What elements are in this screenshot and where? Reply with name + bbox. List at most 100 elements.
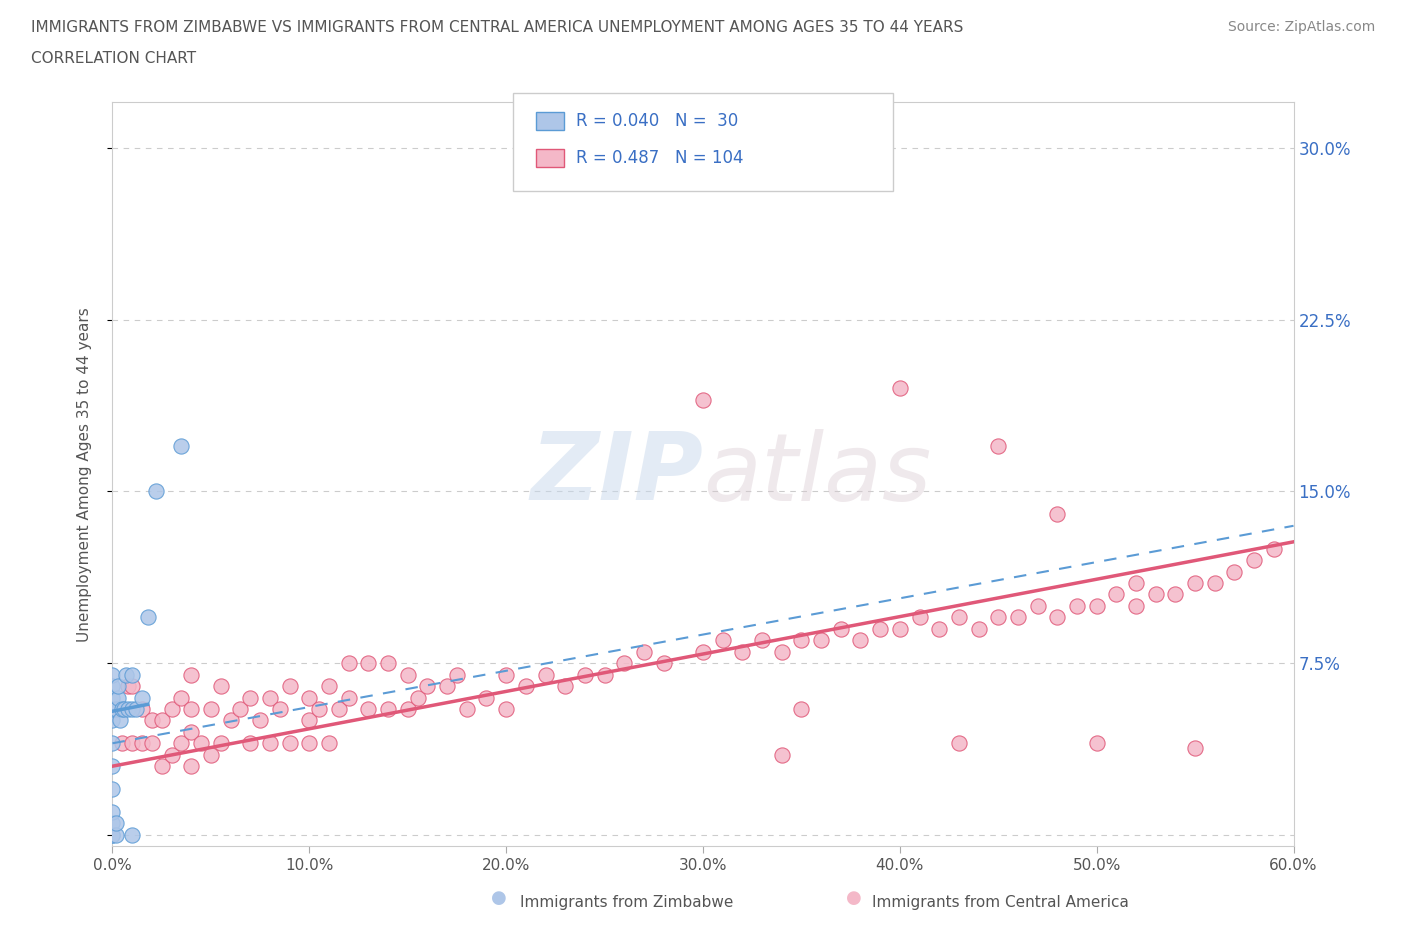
- Point: [1046, 507, 1069, 522]
- Point: [249, 713, 271, 728]
- Point: [229, 701, 252, 716]
- Text: R = 0.487   N = 104: R = 0.487 N = 104: [576, 149, 744, 167]
- Point: [328, 701, 350, 716]
- Point: [830, 621, 852, 636]
- Point: [446, 667, 468, 682]
- Point: [209, 736, 232, 751]
- Point: [136, 610, 159, 625]
- Point: [396, 701, 419, 716]
- Point: [121, 667, 143, 682]
- Text: IMMIGRANTS FROM ZIMBABWE VS IMMIGRANTS FROM CENTRAL AMERICA UNEMPLOYMENT AMONG A: IMMIGRANTS FROM ZIMBABWE VS IMMIGRANTS F…: [31, 20, 963, 35]
- Point: [534, 667, 557, 682]
- Point: [101, 816, 124, 830]
- Point: [1243, 552, 1265, 567]
- Point: [101, 667, 124, 682]
- Point: [105, 816, 128, 830]
- Point: [377, 701, 399, 716]
- Point: [1046, 610, 1069, 625]
- Point: [928, 621, 950, 636]
- Point: [141, 713, 163, 728]
- Point: [101, 679, 124, 694]
- Point: [357, 656, 380, 671]
- Point: [141, 736, 163, 751]
- Point: [200, 748, 222, 763]
- Point: [101, 828, 124, 843]
- Point: [298, 736, 321, 751]
- Point: [131, 701, 153, 716]
- Text: R = 0.040   N =  30: R = 0.040 N = 30: [576, 112, 738, 130]
- Point: [1164, 587, 1187, 602]
- Point: [948, 736, 970, 751]
- Point: [239, 736, 262, 751]
- Point: [101, 759, 124, 774]
- Point: [101, 690, 124, 705]
- Point: [475, 690, 498, 705]
- Point: [107, 679, 129, 694]
- Point: [692, 644, 714, 659]
- Point: [101, 736, 124, 751]
- Point: [239, 690, 262, 705]
- Point: [105, 701, 128, 716]
- Point: [190, 736, 212, 751]
- Point: [770, 644, 793, 659]
- Point: [110, 713, 132, 728]
- Y-axis label: Unemployment Among Ages 35 to 44 years: Unemployment Among Ages 35 to 44 years: [77, 307, 91, 642]
- Point: [112, 701, 135, 716]
- Text: ZIP: ZIP: [530, 429, 703, 520]
- Point: [150, 759, 173, 774]
- Text: Source: ZipAtlas.com: Source: ZipAtlas.com: [1227, 20, 1375, 34]
- Point: [259, 736, 281, 751]
- Point: [633, 644, 655, 659]
- Point: [1184, 740, 1206, 755]
- Point: [180, 667, 202, 682]
- Point: [554, 679, 576, 694]
- Point: [1125, 576, 1147, 591]
- Point: [1085, 736, 1108, 751]
- Point: [131, 736, 153, 751]
- Point: [219, 713, 242, 728]
- Point: [318, 736, 340, 751]
- Point: [105, 828, 128, 843]
- Point: [160, 701, 183, 716]
- Point: [298, 690, 321, 705]
- Point: [396, 667, 419, 682]
- Point: [121, 701, 143, 716]
- Point: [101, 701, 124, 716]
- Point: [278, 736, 301, 751]
- Point: [101, 828, 124, 843]
- Point: [1263, 541, 1285, 556]
- Point: [1105, 587, 1128, 602]
- Point: [1204, 576, 1226, 591]
- Point: [751, 632, 773, 647]
- Point: [170, 438, 193, 453]
- Point: [115, 667, 138, 682]
- Point: [209, 679, 232, 694]
- Point: [495, 701, 517, 716]
- Point: [337, 656, 360, 671]
- Point: [731, 644, 754, 659]
- Point: [160, 748, 183, 763]
- Text: ●: ●: [845, 889, 862, 908]
- Point: [131, 690, 153, 705]
- Point: [101, 713, 124, 728]
- Point: [987, 438, 1010, 453]
- Point: [357, 701, 380, 716]
- Point: [436, 679, 458, 694]
- Point: [593, 667, 616, 682]
- Point: [1026, 599, 1049, 614]
- Point: [711, 632, 734, 647]
- Text: atlas: atlas: [703, 429, 931, 520]
- Point: [170, 690, 193, 705]
- Point: [101, 781, 124, 796]
- Point: [790, 701, 813, 716]
- Text: Immigrants from Central America: Immigrants from Central America: [872, 895, 1129, 910]
- Text: ●: ●: [491, 889, 508, 908]
- Point: [111, 701, 134, 716]
- Point: [121, 828, 143, 843]
- Point: [770, 748, 793, 763]
- Point: [117, 679, 139, 694]
- Point: [889, 381, 911, 396]
- Point: [278, 679, 301, 694]
- Point: [1125, 599, 1147, 614]
- Point: [200, 701, 222, 716]
